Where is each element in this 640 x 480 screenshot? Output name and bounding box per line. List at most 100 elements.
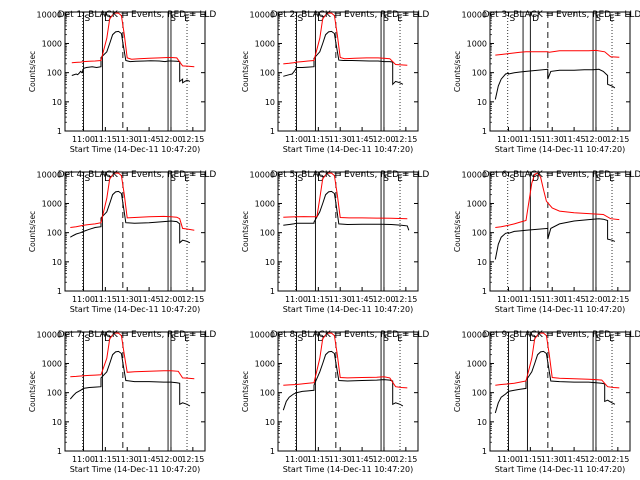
- marker-label: D: [532, 174, 539, 184]
- marker-label: E: [397, 14, 403, 24]
- x-tick-label: 11:45: [351, 135, 374, 144]
- marker-label: D: [317, 174, 324, 184]
- y-tick-label: 100: [47, 389, 62, 398]
- marker-label: D: [104, 174, 111, 184]
- x-tick-label: 11:00: [285, 455, 308, 464]
- x-tick-label: 11:00: [285, 135, 308, 144]
- y-tick-label: 100: [260, 389, 275, 398]
- panel-title: Det 9: BLACK = Events, RED = LLD: [483, 330, 640, 340]
- marker-label: D: [104, 334, 111, 344]
- marker-label: D: [317, 334, 324, 344]
- y-tick-label: 10: [477, 418, 487, 427]
- y-tick-label: 1: [270, 127, 275, 136]
- x-axis-label: Start Time (14-Dec-11 10:47:20): [283, 465, 414, 474]
- y-tick-label: 1: [482, 287, 487, 296]
- x-tick-label: 12:15: [606, 455, 629, 464]
- x-tick-label: 11:30: [541, 455, 564, 464]
- y-tick-label: 10000: [462, 330, 487, 339]
- series-line-lld: [70, 332, 195, 380]
- y-tick-label: 10: [477, 258, 487, 267]
- y-tick-label: 100: [472, 69, 487, 78]
- y-tick-label: 100: [260, 69, 275, 78]
- x-tick-label: 12:00: [372, 135, 395, 144]
- x-tick-label: 11:30: [541, 135, 564, 144]
- marker-label: E: [184, 14, 190, 24]
- series-line-lld: [495, 332, 620, 389]
- y-tick-label: 10000: [462, 170, 487, 179]
- x-tick-label: 12:15: [394, 295, 417, 304]
- y-axis-label: Counts/sec: [453, 371, 462, 412]
- y-tick-label: 10: [52, 418, 62, 427]
- marker-label: S: [595, 174, 601, 184]
- y-tick-label: 10000: [37, 330, 62, 339]
- panel-det-2: 1 10 100 1000 10000 11:0011:1511:3011:4512:00…: [241, 10, 429, 154]
- marker-label: S: [297, 14, 303, 24]
- series-line-events: [494, 350, 616, 414]
- y-tick-label: 1: [270, 447, 275, 456]
- x-tick-label: 11:15: [519, 295, 542, 304]
- y-tick-label: 10000: [250, 10, 275, 19]
- y-tick-label: 10000: [250, 170, 275, 179]
- panel-det-5: 1 10 100 1000 10000 11:0011:1511:3011:4512:00…: [241, 170, 429, 314]
- panel-title: Det 3: BLACK = Events, RED = LLD: [483, 10, 640, 20]
- x-tick-label: 11:00: [72, 135, 95, 144]
- panel-det-3: 1 10 100 1000 10000 11:0011:1511:3011:4512:00…: [453, 10, 640, 154]
- series-line-lld: [495, 49, 620, 58]
- marker-label: D: [529, 334, 536, 344]
- marker-label: E: [609, 174, 615, 184]
- x-axis-label: Start Time (14-Dec-11 10:47:20): [495, 305, 626, 314]
- x-tick-label: 11:45: [563, 455, 586, 464]
- y-tick-label: 100: [260, 229, 275, 238]
- x-tick-label: 11:30: [329, 455, 352, 464]
- x-tick-label: 11:30: [329, 295, 352, 304]
- marker-label: D: [317, 14, 324, 24]
- x-tick-label: 11:00: [72, 455, 95, 464]
- x-tick-label: 11:15: [94, 295, 117, 304]
- panel-title: Det 1: BLACK = Events, RED = LLD: [58, 10, 217, 20]
- series-line-lld: [283, 12, 408, 66]
- plot-frame: [64, 171, 206, 292]
- series-line-lld: [283, 332, 408, 389]
- y-tick-label: 1: [482, 127, 487, 136]
- y-tick-label: 10000: [250, 330, 275, 339]
- marker-label: S: [595, 14, 601, 24]
- y-axis-label: Counts/sec: [453, 211, 462, 252]
- x-axis-label: Start Time (14-Dec-11 10:47:20): [70, 465, 201, 474]
- x-tick-label: 11:45: [351, 455, 374, 464]
- panel-title: Det 2: BLACK = Events, RED = LLD: [271, 10, 430, 20]
- panel-title: Det 5: BLACK = Events, RED = LLD: [271, 170, 430, 180]
- y-axis-label: Counts/sec: [241, 371, 250, 412]
- panel-det-8: 1 10 100 1000 10000 11:0011:1511:3011:4512:00…: [241, 330, 429, 474]
- y-tick-label: 10: [477, 98, 487, 107]
- x-tick-label: 12:15: [606, 295, 629, 304]
- x-tick-label: 11:15: [307, 455, 330, 464]
- plot-frame: [64, 331, 206, 452]
- marker-label: S: [509, 334, 515, 344]
- plot-frame: [489, 11, 631, 132]
- y-tick-label: 1: [57, 447, 62, 456]
- y-tick-label: 1: [57, 287, 62, 296]
- series-line-lld: [70, 172, 195, 231]
- series-line-events: [283, 30, 404, 86]
- x-tick-label: 11:15: [307, 295, 330, 304]
- plot-frame: [277, 331, 419, 452]
- marker-label: S: [509, 14, 515, 24]
- panel-det-9: 1 10 100 1000 10000 11:0011:1511:3011:4512:00…: [453, 330, 640, 474]
- y-tick-label: 1000: [255, 39, 275, 48]
- marker-label: D: [104, 14, 111, 24]
- marker-label: S: [84, 174, 90, 184]
- marker-label: E: [609, 334, 615, 344]
- y-tick-label: 1000: [467, 39, 487, 48]
- y-tick-label: 10: [52, 258, 62, 267]
- x-tick-label: 11:30: [116, 295, 139, 304]
- x-tick-label: 11:30: [116, 455, 139, 464]
- x-tick-label: 11:00: [72, 295, 95, 304]
- y-tick-label: 1000: [42, 359, 62, 368]
- x-tick-label: 12:15: [394, 135, 417, 144]
- series-line-events: [283, 190, 410, 231]
- series-line-lld: [283, 172, 408, 220]
- x-tick-label: 11:15: [519, 135, 542, 144]
- marker-label: S: [84, 334, 90, 344]
- x-axis-label: Start Time (14-Dec-11 10:47:20): [495, 145, 626, 154]
